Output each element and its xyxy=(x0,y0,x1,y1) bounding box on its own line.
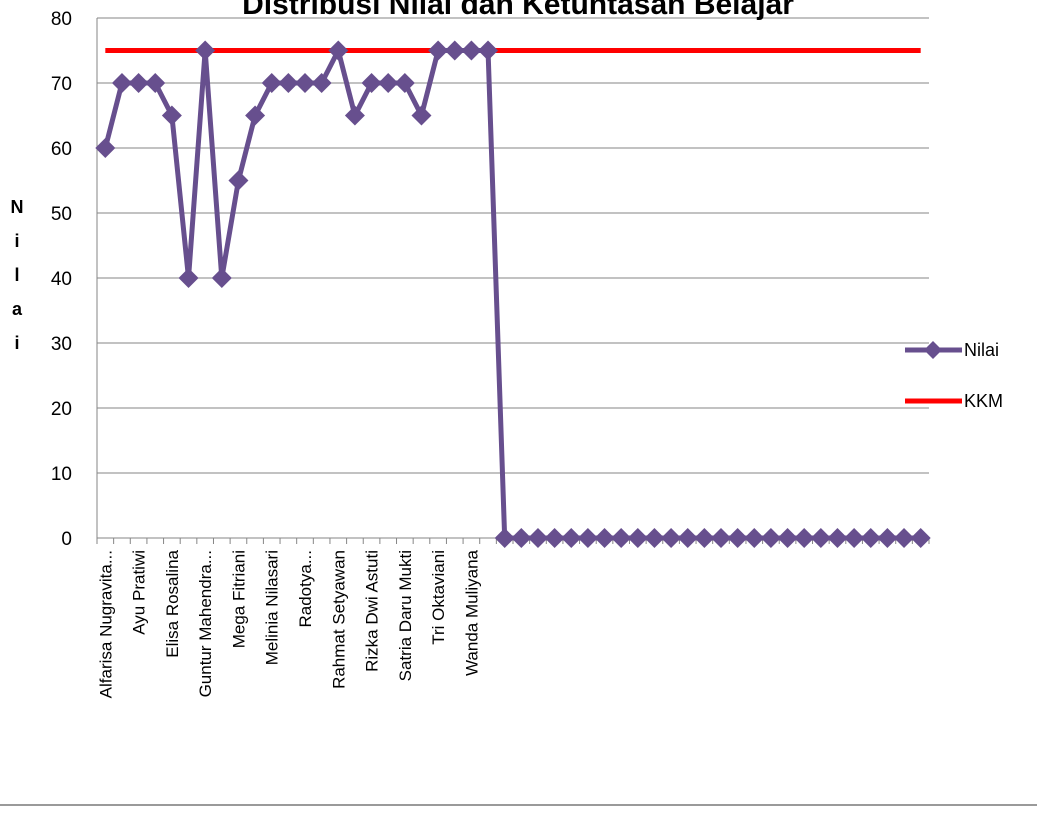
y-axis-label-char: i xyxy=(14,333,19,353)
y-tick-label: 20 xyxy=(51,399,72,420)
data-point-nilai xyxy=(494,528,515,548)
data-point-nilai xyxy=(128,73,149,93)
x-tick-label: Rizka Dwi Astuti xyxy=(363,550,382,672)
data-point-nilai xyxy=(394,73,415,93)
data-point-nilai xyxy=(95,138,116,158)
data-point-nilai xyxy=(744,528,765,548)
series-layer xyxy=(95,40,931,548)
data-point-nilai xyxy=(777,528,798,548)
legend: Nilai KKM xyxy=(905,340,1003,411)
data-point-nilai xyxy=(511,528,532,548)
y-axis-label: Nilai xyxy=(11,197,24,353)
data-point-nilai xyxy=(611,528,632,548)
data-point-nilai xyxy=(561,528,582,548)
data-point-nilai xyxy=(860,528,881,548)
x-tick-label: Mega Fitriani xyxy=(229,550,248,648)
data-point-nilai xyxy=(877,528,898,548)
legend-marker-nilai xyxy=(924,341,942,359)
data-point-nilai xyxy=(727,528,748,548)
data-point-nilai xyxy=(794,528,815,548)
y-tick-label: 50 xyxy=(51,204,72,225)
grid-lines xyxy=(97,17,929,474)
x-tick-label: Rahmat Setyawan xyxy=(329,550,348,689)
legend-label-kkm: KKM xyxy=(964,391,1003,411)
data-point-nilai xyxy=(261,73,282,93)
data-point-nilai xyxy=(161,105,182,126)
data-point-nilai xyxy=(644,528,665,548)
data-point-nilai xyxy=(478,40,499,61)
data-point-nilai xyxy=(461,40,482,61)
data-point-nilai xyxy=(444,40,465,61)
data-point-nilai xyxy=(527,528,548,548)
y-axis-label-char: i xyxy=(14,231,19,251)
data-point-nilai xyxy=(661,528,682,548)
data-point-nilai xyxy=(910,528,931,548)
chart-title: Distribusi Nilai dan Ketuntasan Belajar xyxy=(242,0,794,21)
data-point-nilai xyxy=(361,73,382,93)
y-tick-label: 60 xyxy=(51,139,72,160)
data-point-nilai xyxy=(145,73,166,93)
data-point-nilai xyxy=(411,105,432,126)
data-point-nilai xyxy=(694,528,715,548)
x-tick-label: Tri Oktaviani xyxy=(429,550,448,645)
data-point-nilai xyxy=(344,105,365,126)
data-point-nilai xyxy=(328,40,349,61)
x-tick-label: Wanda Muliyana xyxy=(462,549,481,676)
series-line-nilai xyxy=(102,43,921,541)
y-tick-label: 0 xyxy=(61,529,72,550)
x-tick-label: Alfarisa Nugravita... xyxy=(96,550,115,698)
data-point-nilai xyxy=(544,528,565,548)
x-tick-label: Guntur Mahendra... xyxy=(196,550,215,697)
data-point-nilai xyxy=(195,40,216,61)
data-point-nilai xyxy=(295,73,315,93)
data-point-nilai xyxy=(677,528,698,548)
data-point-nilai xyxy=(311,73,332,93)
data-point-nilai xyxy=(711,528,731,548)
x-tick-label: Radotya... xyxy=(296,550,315,628)
data-point-nilai xyxy=(211,268,232,288)
label-layer: 0 10 20 30 40 50 60 70 80 Alfarisa Nugravita... Ay… xyxy=(51,9,482,698)
y-axis-label-char: a xyxy=(12,299,23,319)
y-tick-label: 70 xyxy=(51,74,72,95)
y-tick-label: 80 xyxy=(51,9,72,30)
data-point-nilai xyxy=(594,528,615,548)
data-point-nilai xyxy=(245,105,266,126)
y-tick-label: 40 xyxy=(51,269,72,290)
x-tick-label: Ayu Pratiwi xyxy=(130,550,149,635)
data-point-nilai xyxy=(627,528,648,548)
y-tick-label: 10 xyxy=(51,464,72,485)
x-tick-label: Satria Daru Mukti xyxy=(396,550,415,681)
data-point-nilai xyxy=(760,528,781,548)
y-axis-label-char: N xyxy=(11,197,24,217)
data-point-nilai xyxy=(827,528,848,548)
data-point-nilai xyxy=(178,268,199,288)
data-point-nilai xyxy=(894,528,915,548)
data-point-nilai xyxy=(378,73,399,93)
legend-label-nilai: Nilai xyxy=(964,340,999,360)
x-tick-label: Melinia Nilasari xyxy=(263,550,282,665)
data-point-nilai xyxy=(228,170,249,191)
y-axis-label-char: l xyxy=(14,265,19,285)
data-point-nilai xyxy=(577,528,598,548)
data-point-nilai xyxy=(111,73,132,93)
y-tick-label: 30 xyxy=(51,334,72,355)
data-point-nilai xyxy=(844,528,865,548)
x-tick-label: Elisa Rosalina xyxy=(163,549,182,657)
data-point-nilai xyxy=(428,40,449,61)
data-point-nilai xyxy=(278,73,299,93)
data-point-nilai xyxy=(810,528,831,548)
